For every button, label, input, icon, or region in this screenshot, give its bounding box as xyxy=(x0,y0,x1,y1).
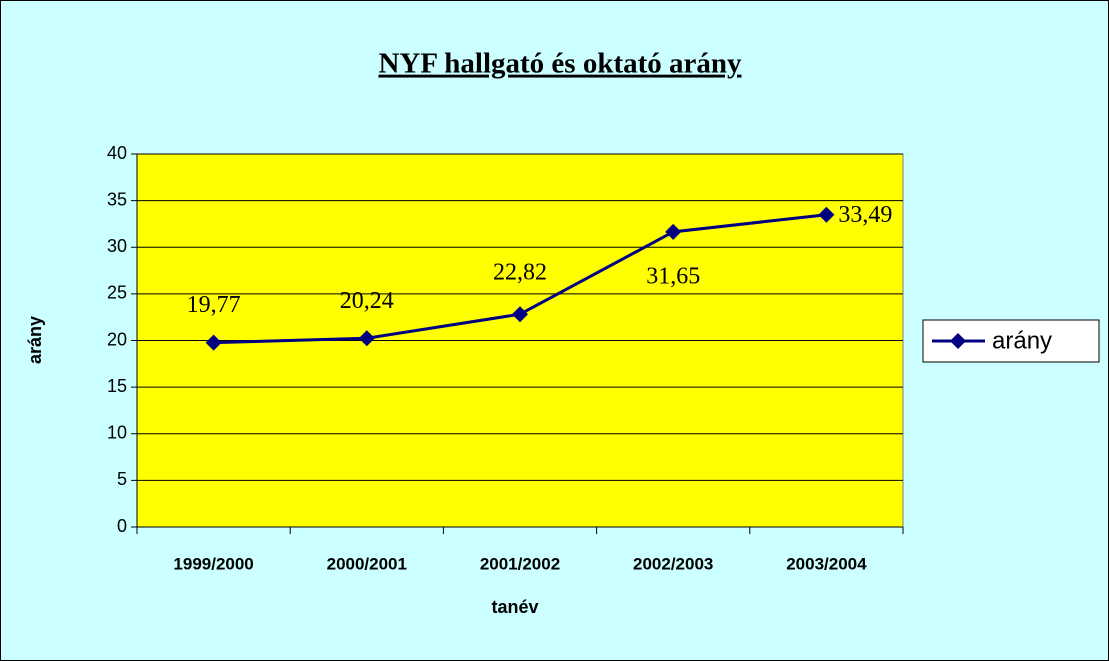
x-axis-title: tanév xyxy=(491,597,538,617)
y-tick-label: 40 xyxy=(107,143,127,163)
x-tick-label: 2002/2003 xyxy=(633,554,713,573)
data-point xyxy=(205,334,222,351)
y-tick-label: 25 xyxy=(107,283,127,303)
data-label: 19,77 xyxy=(187,292,241,318)
y-axis-title: arány xyxy=(25,316,45,364)
data-label: 20,24 xyxy=(340,288,394,314)
data-label: 33,49 xyxy=(838,202,892,228)
y-tick-label: 0 xyxy=(117,516,127,536)
x-tick-label: 2003/2004 xyxy=(786,554,867,573)
data-label: 31,65 xyxy=(646,263,700,289)
legend-marker xyxy=(950,333,966,349)
data-point xyxy=(818,206,835,223)
y-tick-label: 5 xyxy=(117,469,127,489)
legend-label: arány xyxy=(992,327,1052,354)
y-tick-label: 10 xyxy=(107,423,127,443)
chart-title: NYF hallgató és oktató arány xyxy=(378,48,742,80)
data-label: 22,82 xyxy=(493,260,547,286)
x-tick-label: 1999/2000 xyxy=(173,554,253,573)
x-tick-label: 2000/2001 xyxy=(327,554,407,573)
x-tick-label: 2001/2002 xyxy=(480,554,560,573)
y-tick-label: 20 xyxy=(107,329,127,349)
data-point xyxy=(512,306,528,323)
y-tick-label: 30 xyxy=(107,236,127,256)
y-tick-label: 35 xyxy=(107,189,127,209)
data-point xyxy=(665,223,682,240)
y-tick-label: 15 xyxy=(107,376,127,396)
data-point xyxy=(358,330,375,347)
